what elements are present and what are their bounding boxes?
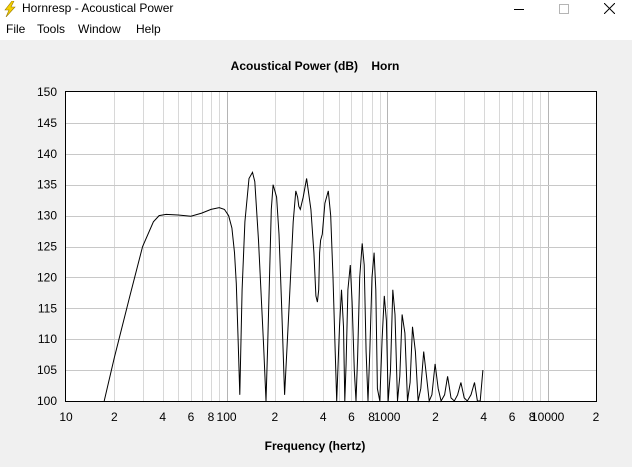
x-tick-label: 6 <box>188 410 195 424</box>
acoustical-power-curve <box>103 170 484 403</box>
menu-window[interactable]: Window <box>78 22 121 36</box>
x-tick-label: 6 <box>348 410 355 424</box>
minimize-icon <box>514 1 524 19</box>
y-tick-label: 150 <box>37 85 57 99</box>
x-tick-label: 2 <box>432 410 439 424</box>
y-tick-label: 110 <box>38 332 57 346</box>
y-tick-label: 115 <box>38 301 57 315</box>
x-tick-label: 2 <box>593 410 600 424</box>
x-tick-label: 2 <box>272 410 279 424</box>
menu-bar: File Tools Window Help <box>0 19 632 40</box>
x-tick-label: 4 <box>320 410 327 424</box>
window-title: Hornresp - Acoustical Power <box>22 1 174 15</box>
menu-file[interactable]: File <box>6 22 26 36</box>
maximize-icon <box>559 1 569 19</box>
x-tick-label: 8 <box>529 410 536 424</box>
x-tick-label: 2 <box>111 410 118 424</box>
y-tick-label: 140 <box>37 147 57 161</box>
maximize-button[interactable] <box>541 0 587 19</box>
y-tick-label: 135 <box>37 178 57 192</box>
x-tick-label: 8 <box>368 410 375 424</box>
y-axis-ticks: 150 145 140 135 130 125 120 115 110 105 100 <box>37 85 57 408</box>
menu-help[interactable]: Help <box>136 22 161 36</box>
y-tick-label: 130 <box>37 209 57 223</box>
y-tick-label: 100 <box>37 394 57 408</box>
x-tick-label: 10000 <box>531 410 565 424</box>
plot-area <box>65 91 597 402</box>
x-tick-label: 10 <box>59 410 73 424</box>
y-tick-label: 145 <box>37 116 57 130</box>
y-tick-label: 105 <box>37 363 57 377</box>
close-icon <box>603 1 615 19</box>
grid-lines <box>66 92 596 401</box>
minimize-button[interactable] <box>496 0 542 19</box>
title-bar: Hornresp - Acoustical Power <box>0 0 632 19</box>
x-tick-label: 4 <box>480 410 487 424</box>
acoustical-power-chart: Acoustical Power (dB) Horn 1501451401351… <box>37 59 600 453</box>
x-tick-label: 1000 <box>374 410 401 424</box>
menu-tools[interactable]: Tools <box>37 22 66 36</box>
x-tick-label: 4 <box>159 410 166 424</box>
y-tick-label: 125 <box>37 240 57 254</box>
x-tick-label: 6 <box>509 410 516 424</box>
x-tick-label: 8 <box>208 410 215 424</box>
x-tick-label: 100 <box>217 410 237 424</box>
y-tick-label: 120 <box>37 270 57 284</box>
close-button[interactable] <box>586 0 632 19</box>
lightning-bolt-icon <box>2 0 18 18</box>
x-axis-label: Frequency (hertz) <box>265 439 366 453</box>
chart-title: Acoustical Power (dB) Horn <box>231 59 400 73</box>
